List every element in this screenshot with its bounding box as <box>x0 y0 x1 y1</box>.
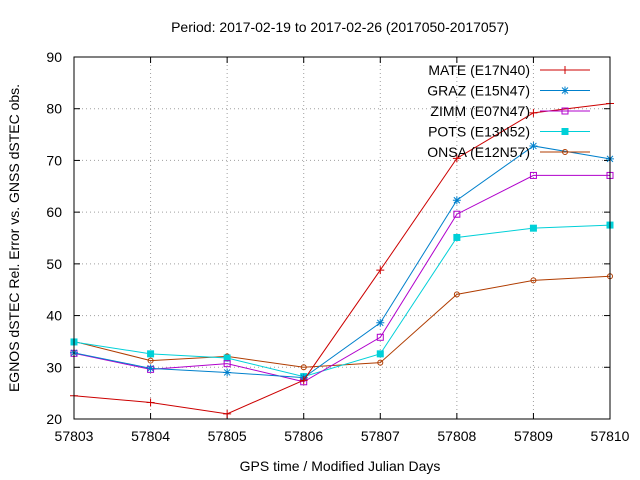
legend-label: POTS (E13N52) <box>428 124 530 140</box>
data-point <box>376 333 384 341</box>
legend-marker <box>561 86 569 95</box>
data-point <box>146 364 155 373</box>
y-tick-label: 70 <box>46 152 62 168</box>
series-group <box>70 99 614 418</box>
data-point <box>223 354 231 362</box>
legend-label: GRAZ (E15N47) <box>427 83 530 99</box>
chart-title: Period: 2017-02-19 to 2017-02-26 (201705… <box>171 19 509 35</box>
series-line <box>73 224 611 378</box>
x-tick-label: 57807 <box>361 428 400 444</box>
plot-frame <box>73 56 611 420</box>
data-point <box>377 359 384 366</box>
y-tick-label: 30 <box>46 359 62 375</box>
x-tick-label: 57808 <box>437 428 476 444</box>
axis-ticks: 57803 57804 57805 57806 57807 57808 57809 57810… <box>46 49 629 444</box>
data-point <box>376 266 385 275</box>
data-point <box>453 291 460 298</box>
y-tick-label: 50 <box>46 256 62 272</box>
data-point <box>453 233 461 241</box>
data-point <box>529 141 538 150</box>
data-point <box>529 108 538 117</box>
legend-label: ZIMM (E07N47) <box>430 103 530 119</box>
x-tick-label: 57803 <box>55 428 94 444</box>
data-point <box>300 364 307 371</box>
y-tick-label: 80 <box>46 101 62 117</box>
data-point <box>147 350 155 358</box>
x-axis-label: GPS time / Modified Julian Days <box>240 458 441 474</box>
data-point <box>529 171 537 179</box>
series-line <box>73 103 611 415</box>
data-point <box>453 210 461 218</box>
x-tick-label: 57809 <box>514 428 553 444</box>
legend-label: ONSA (E12N57) <box>427 144 530 160</box>
x-tick-label: 57804 <box>131 428 170 444</box>
data-point <box>529 224 537 232</box>
data-point <box>223 368 232 377</box>
data-point <box>147 357 154 364</box>
data-point <box>452 196 461 205</box>
x-tick-label: 57805 <box>208 428 247 444</box>
legend: MATE (E17N40) GRAZ (E15N47) ZIMM (E07N47) P… <box>427 62 590 160</box>
data-point <box>376 350 384 358</box>
legend-marker <box>561 107 569 115</box>
data-point <box>376 318 385 327</box>
data-point <box>146 398 155 407</box>
legend-marker <box>561 66 569 74</box>
y-tick-label: 60 <box>46 204 62 220</box>
data-point <box>223 409 232 418</box>
series-graz <box>70 141 614 382</box>
x-tick-label: 57806 <box>284 428 323 444</box>
series-line <box>73 174 610 383</box>
y-tick-label: 40 <box>46 308 62 324</box>
data-point <box>452 154 461 163</box>
legend-marker <box>562 149 568 155</box>
y-tick-label: 20 <box>46 411 62 427</box>
legend-label: MATE (E17N40) <box>428 62 530 78</box>
data-point <box>530 277 537 284</box>
legend-marker <box>561 128 569 135</box>
x-tick-label: 57810 <box>591 428 630 444</box>
series-line <box>73 145 611 379</box>
series-pots <box>70 221 614 381</box>
data-point <box>299 376 308 385</box>
y-axis-label: EGNOS dSTEC Rel. Error vs. GNSS dSTEC ob… <box>6 84 22 392</box>
data-point <box>223 360 231 368</box>
y-tick-label: 90 <box>46 49 62 65</box>
